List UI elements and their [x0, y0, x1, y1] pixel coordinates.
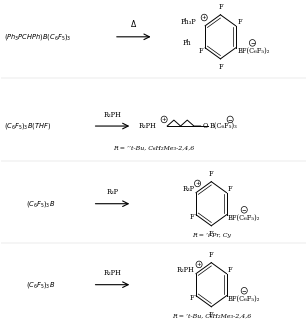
Text: F: F — [228, 266, 233, 274]
Text: F: F — [209, 311, 214, 319]
Text: F: F — [209, 251, 214, 259]
Text: −: − — [228, 117, 232, 122]
Text: +: + — [202, 15, 207, 20]
Text: $(C_6F_5)_3B$: $(C_6F_5)_3B$ — [26, 280, 55, 290]
Text: $(C_6F_5)_3B$: $(C_6F_5)_3B$ — [26, 199, 55, 209]
Text: F: F — [199, 47, 204, 55]
Text: Ph: Ph — [183, 39, 191, 47]
Text: F: F — [209, 230, 214, 238]
Text: R = ’i-Pr, Cy: R = ’i-Pr, Cy — [192, 233, 231, 238]
Text: F: F — [218, 3, 223, 11]
Text: R = ’t-Bu, C₆H₂Me₃-2,4,6: R = ’t-Bu, C₆H₂Me₃-2,4,6 — [172, 314, 251, 319]
Text: −: − — [242, 288, 247, 293]
Text: F: F — [228, 185, 233, 193]
Text: −: − — [250, 40, 255, 45]
Text: BF(C₆F₅)₂: BF(C₆F₅)₂ — [228, 213, 260, 221]
Text: F: F — [190, 294, 195, 302]
Text: R₂PH: R₂PH — [103, 111, 121, 119]
Text: $(C_6F_5)_3B(THF)$: $(C_6F_5)_3B(THF)$ — [4, 121, 52, 131]
Text: F: F — [190, 213, 195, 221]
Text: R₂PH: R₂PH — [103, 270, 121, 278]
Text: B(C₆F₅)₃: B(C₆F₅)₃ — [210, 122, 238, 130]
Text: R₂PH: R₂PH — [138, 122, 156, 130]
Text: F: F — [218, 63, 223, 71]
Text: −: − — [242, 207, 247, 212]
Text: BF(C₆F₅)₂: BF(C₆F₅)₂ — [237, 47, 270, 55]
Text: R = ’’t-Bu, C₆H₂Me₃-2,4,6: R = ’’t-Bu, C₆H₂Me₃-2,4,6 — [113, 145, 194, 150]
Text: +: + — [162, 117, 166, 122]
Text: F: F — [209, 170, 214, 178]
Text: R₃P: R₃P — [182, 185, 195, 193]
Text: O: O — [203, 122, 208, 130]
Text: +: + — [195, 181, 200, 186]
Text: F: F — [237, 18, 242, 26]
Text: Ph₃P: Ph₃P — [181, 18, 196, 26]
Text: BF(C₆F₅)₂: BF(C₆F₅)₂ — [228, 294, 260, 302]
Text: R₂PH: R₂PH — [177, 266, 195, 274]
Text: $(Ph_3PCHPh)B(C_6F_5)_3$: $(Ph_3PCHPh)B(C_6F_5)_3$ — [4, 32, 72, 42]
Text: Δ: Δ — [131, 20, 136, 28]
Text: R₃P: R₃P — [107, 188, 119, 196]
Text: +: + — [197, 262, 201, 267]
